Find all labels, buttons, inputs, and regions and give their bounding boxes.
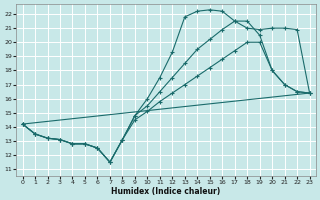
X-axis label: Humidex (Indice chaleur): Humidex (Indice chaleur) — [111, 187, 221, 196]
